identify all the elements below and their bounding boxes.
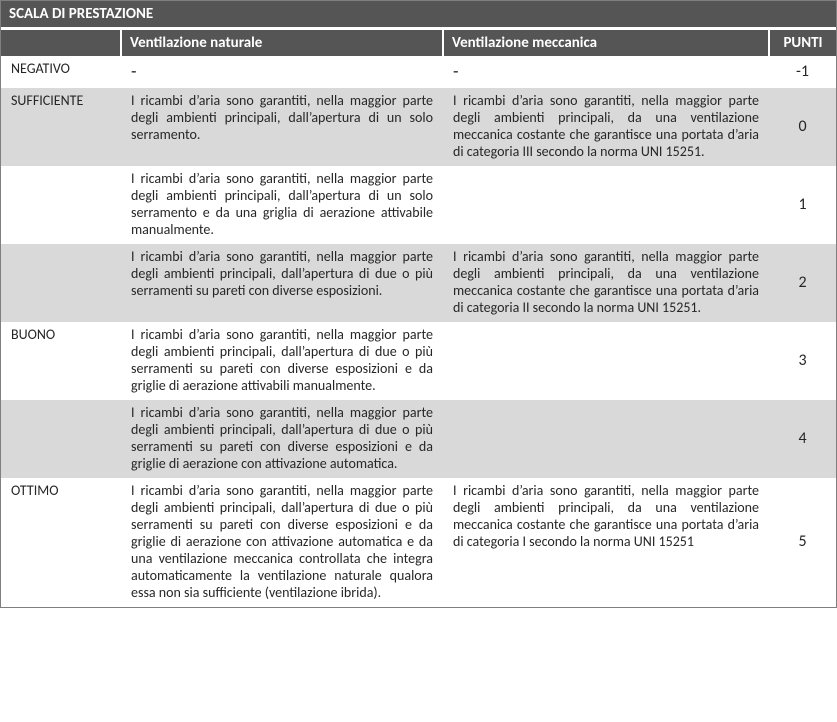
cell-score: 4 (769, 400, 836, 478)
cell-nat: I ricambi d’aria sono garantiti, nella m… (121, 478, 443, 607)
cell-score: -1 (769, 56, 836, 88)
cell-label: BUONO (1, 322, 121, 400)
table-row: NEGATIVO - - -1 (1, 56, 836, 88)
table-row: I ricambi d’aria sono garantiti, nella m… (1, 400, 836, 478)
cell-label: OTTIMO (1, 478, 121, 607)
cell-mec: I ricambi d’aria sono garantiti, nella m… (443, 244, 769, 322)
col-header-mec: Ventilazione meccanica (443, 29, 769, 56)
cell-nat: I ricambi d’aria sono garantiti, nella m… (121, 166, 443, 244)
table: Ventilazione naturale Ventilazione mecca… (1, 28, 836, 607)
cell-mec: - (443, 56, 769, 88)
cell-score: 1 (769, 166, 836, 244)
cell-nat: - (121, 56, 443, 88)
col-header-label (1, 29, 121, 56)
table-row: SUFFICIENTE I ricambi d’aria sono garant… (1, 88, 836, 166)
table-header-row: Ventilazione naturale Ventilazione mecca… (1, 29, 836, 56)
table-row: I ricambi d’aria sono garantiti, nella m… (1, 166, 836, 244)
cell-label (1, 400, 121, 478)
cell-score: 2 (769, 244, 836, 322)
cell-label (1, 244, 121, 322)
col-header-punti: PUNTI (769, 29, 836, 56)
cell-nat: I ricambi d’aria sono garantiti, nella m… (121, 322, 443, 400)
cell-mec (443, 322, 769, 400)
col-header-nat: Ventilazione naturale (121, 29, 443, 56)
cell-score: 5 (769, 478, 836, 607)
table-row: I ricambi d’aria sono garantiti, nella m… (1, 244, 836, 322)
cell-nat: I ricambi d’aria sono garantiti, nella m… (121, 244, 443, 322)
table-title: SCALA DI PRESTAZIONE (1, 1, 836, 28)
cell-label: SUFFICIENTE (1, 88, 121, 166)
performance-scale-table: SCALA DI PRESTAZIONE Ventilazione natura… (0, 0, 837, 608)
table-row: OTTIMO I ricambi d’aria sono garantiti, … (1, 478, 836, 607)
cell-mec (443, 400, 769, 478)
cell-mec (443, 166, 769, 244)
table-row: BUONO I ricambi d’aria sono garantiti, n… (1, 322, 836, 400)
cell-nat: I ricambi d’aria sono garantiti, nella m… (121, 400, 443, 478)
cell-mec: I ricambi d’aria sono garantiti, nella m… (443, 478, 769, 607)
cell-label: NEGATIVO (1, 56, 121, 88)
cell-nat: I ricambi d’aria sono garantiti, nella m… (121, 88, 443, 166)
cell-label (1, 166, 121, 244)
cell-score: 3 (769, 322, 836, 400)
cell-mec: I ricambi d’aria sono garantiti, nella m… (443, 88, 769, 166)
cell-score: 0 (769, 88, 836, 166)
